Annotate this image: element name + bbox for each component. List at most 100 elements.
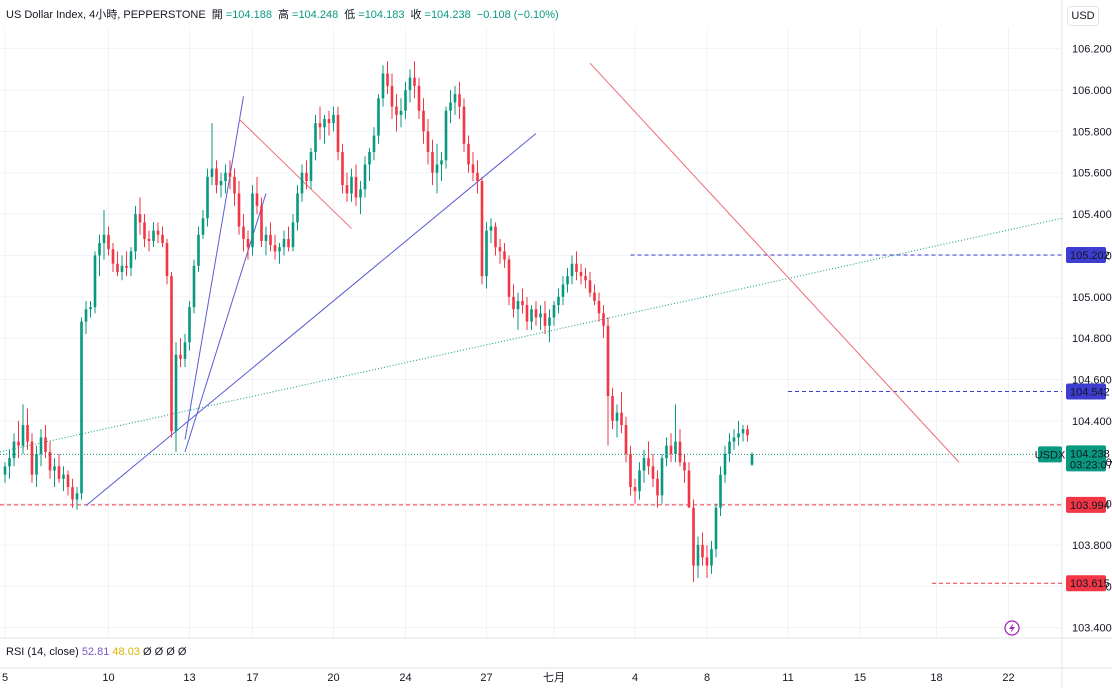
candle-body xyxy=(282,238,286,248)
candle-body xyxy=(467,143,470,165)
y-tick-label: 105.600 xyxy=(1072,168,1112,180)
x-tick-label: 七月 xyxy=(543,671,565,684)
price-level-label: 103.615 xyxy=(1070,578,1110,590)
price-label-bg xyxy=(1066,383,1106,400)
candle-body xyxy=(314,123,317,153)
candle-body xyxy=(732,437,736,442)
candle-body xyxy=(705,557,709,566)
candle-body xyxy=(413,77,416,86)
y-tick-label: 103.800 xyxy=(1072,540,1112,552)
open-label: 開 xyxy=(211,9,223,21)
trend-line xyxy=(589,62,960,463)
price-level-label: 105.202 xyxy=(1070,250,1110,262)
candle-body xyxy=(665,445,668,459)
candle-body xyxy=(98,243,101,256)
lightning-icon[interactable] xyxy=(1004,620,1020,636)
candle-body xyxy=(206,176,209,219)
candle-body xyxy=(84,309,88,322)
candle-body xyxy=(714,507,718,550)
candle-body xyxy=(30,441,34,475)
candle-body xyxy=(197,234,200,266)
candle-body xyxy=(354,176,358,198)
rsi-ma-value: 48.03 xyxy=(112,646,140,658)
candle-body xyxy=(534,309,538,318)
candle-body xyxy=(165,243,169,277)
candle-body xyxy=(75,493,79,500)
candle-body xyxy=(233,176,236,194)
candle-body xyxy=(53,466,56,471)
candle-body xyxy=(93,255,97,308)
high-value: =104.248 xyxy=(292,9,339,21)
candle-body xyxy=(12,441,16,459)
candle-body xyxy=(134,214,137,252)
candle-body xyxy=(291,222,295,248)
candle-body xyxy=(629,453,632,488)
x-tick-label: 10 xyxy=(102,672,114,684)
candle-body xyxy=(363,164,367,190)
candle-body xyxy=(674,441,677,454)
change-value: −0.108 (−0.10%) xyxy=(476,9,559,21)
x-tick-label: 15 xyxy=(854,672,866,684)
candle-body xyxy=(156,230,160,235)
candle-body xyxy=(318,123,322,128)
candle-body xyxy=(737,433,740,438)
y-tick-label: 103.400 xyxy=(1072,623,1112,635)
trend-line xyxy=(184,193,267,453)
candle-body xyxy=(116,263,119,272)
rsi-header[interactable]: RSI (14, close) 52.81 48.03 Ø Ø Ø Ø xyxy=(6,646,186,658)
candle-body xyxy=(710,549,713,566)
candle-body xyxy=(692,507,695,566)
price-label-bg xyxy=(1066,496,1106,513)
candle-body xyxy=(161,234,164,244)
candle-body xyxy=(494,226,497,248)
x-tick-label: 18 xyxy=(930,672,942,684)
chart-header: US Dollar Index, 4小時, PEPPERSTONE 開 =104.… xyxy=(6,6,562,22)
symbol-title: US Dollar Index, 4小時, PEPPERSTONE xyxy=(6,9,206,21)
candle-body xyxy=(485,230,488,277)
candle-body xyxy=(192,265,196,308)
candle-body xyxy=(728,441,731,454)
candle-body xyxy=(372,135,376,153)
candle-body xyxy=(602,313,605,326)
candle-body xyxy=(341,152,344,186)
candle-body xyxy=(147,238,151,241)
candle-body xyxy=(269,234,272,246)
candle-body xyxy=(651,466,655,479)
candle-body xyxy=(593,292,596,301)
candle-body xyxy=(683,462,686,471)
candle-body xyxy=(404,90,407,111)
candle-body xyxy=(624,425,628,454)
candle-body xyxy=(44,437,47,452)
candle-body xyxy=(597,300,601,314)
candle-body xyxy=(102,234,106,244)
trend-line xyxy=(184,96,244,440)
rsi-value: 52.81 xyxy=(81,646,110,658)
candle-body xyxy=(62,474,65,479)
candle-body xyxy=(633,487,637,492)
candle-body xyxy=(678,441,682,463)
close-label: 收 xyxy=(410,9,422,21)
price-label-bg xyxy=(1066,445,1106,472)
candle-body xyxy=(656,478,659,496)
candle-body xyxy=(287,238,290,248)
x-tick-label: 27 xyxy=(480,672,492,684)
y-tick-label: 104.800 xyxy=(1072,333,1112,345)
candle-body xyxy=(251,193,254,248)
candle-body xyxy=(386,73,389,86)
close-value: =104.238 xyxy=(424,9,471,21)
price-level-label: 103.994 xyxy=(1070,500,1110,512)
candle-body xyxy=(359,189,362,198)
candle-body xyxy=(431,152,434,173)
candle-body xyxy=(741,429,745,434)
candle-body xyxy=(525,305,529,322)
candle-body xyxy=(219,181,223,186)
candle-body xyxy=(120,265,124,272)
candle-body xyxy=(395,106,398,115)
candle-body xyxy=(503,251,506,260)
candle-body xyxy=(687,470,691,508)
candle-body xyxy=(125,265,128,268)
candle-body xyxy=(552,305,556,318)
candle-body xyxy=(440,160,443,165)
currency-button[interactable]: USD xyxy=(1067,6,1099,26)
